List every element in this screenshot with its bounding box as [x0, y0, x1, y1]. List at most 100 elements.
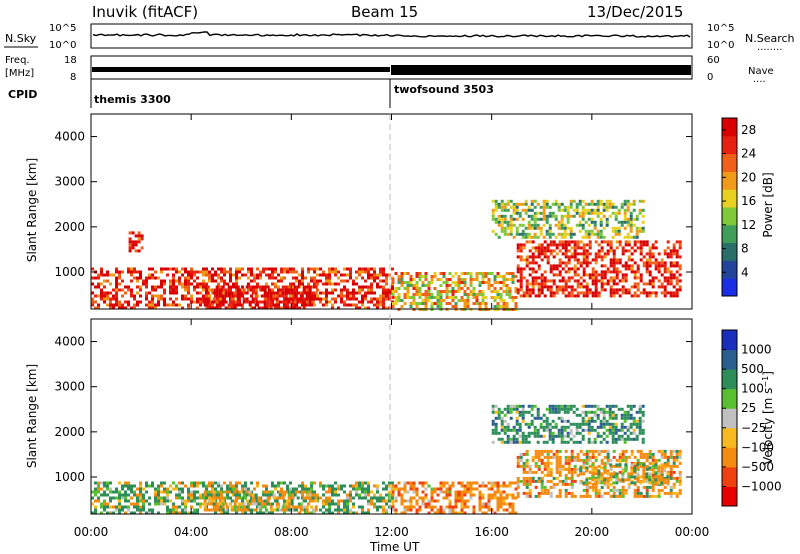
echo-cell	[230, 505, 234, 509]
echo-cell	[263, 291, 267, 295]
echo-cell	[131, 246, 135, 250]
echo-cell	[584, 404, 588, 408]
echo-cell	[415, 272, 419, 275]
echo-cell	[554, 434, 558, 438]
echo-cell	[512, 217, 516, 221]
echo-cell	[546, 449, 550, 453]
echo-cell	[487, 278, 491, 281]
echo-cell	[343, 294, 346, 298]
echo-cell	[599, 217, 603, 221]
echo-cell	[642, 255, 646, 259]
echo-cell	[475, 296, 479, 299]
echo-cell	[527, 223, 531, 227]
echo-cell	[308, 294, 312, 298]
echo-cell	[493, 278, 497, 281]
echo-cell	[572, 404, 576, 408]
echo-cell	[256, 484, 259, 488]
echo-cell	[582, 258, 586, 262]
echo-cell	[497, 214, 501, 218]
echo-cell	[233, 505, 237, 509]
echo-cell	[203, 297, 207, 301]
echo-cell	[543, 252, 547, 256]
echo-cell	[542, 428, 546, 432]
echo-cell	[130, 294, 133, 298]
echo-cell	[654, 463, 658, 467]
echo-cell	[433, 287, 437, 290]
echo-cell	[521, 223, 525, 227]
echo-cell	[218, 303, 222, 307]
echo-cell	[223, 273, 226, 277]
echo-cell	[487, 487, 491, 491]
echo-cell	[519, 276, 523, 280]
echo-cell	[148, 502, 151, 506]
echo-cell	[635, 229, 639, 233]
echo-cell	[606, 249, 610, 253]
echo-cell	[277, 288, 280, 292]
echo-cell	[554, 422, 558, 426]
echo-cell	[257, 306, 261, 310]
echo-cell	[184, 499, 187, 503]
echo-cell	[600, 288, 604, 292]
echo-cell	[301, 487, 304, 491]
echo-cell	[172, 300, 175, 304]
echo-cell	[621, 273, 625, 277]
echo-cell	[358, 484, 361, 488]
echo-cell	[427, 505, 431, 509]
echo-cell	[543, 255, 547, 259]
echo-cell	[569, 437, 573, 441]
echo-cell	[567, 270, 571, 274]
echo-cell	[208, 499, 211, 503]
echo-cell	[537, 458, 541, 462]
echo-cell	[193, 285, 196, 289]
echo-cell	[594, 282, 598, 286]
echo-cell	[118, 273, 121, 277]
echo-cell	[451, 299, 455, 302]
echo-cell	[218, 499, 222, 503]
echo-cell	[528, 476, 532, 480]
echo-cell	[415, 302, 419, 305]
echo-cell	[611, 226, 615, 230]
echo-cell	[305, 294, 309, 298]
echo-cell	[391, 290, 395, 293]
echo-cell	[124, 484, 127, 488]
echo-cell	[531, 479, 535, 483]
echo-cell	[527, 205, 531, 209]
echo-cell	[618, 294, 622, 298]
echo-cell	[540, 276, 544, 280]
echo-cell	[403, 481, 407, 485]
echo-cell	[635, 235, 639, 239]
echo-cell	[382, 288, 385, 292]
echo-cell	[250, 279, 253, 283]
echo-cell	[506, 208, 510, 212]
echo-cell	[654, 267, 658, 271]
echo-cell	[121, 288, 124, 292]
echo-cell	[490, 496, 494, 500]
echo-cell	[524, 199, 528, 203]
sky-trace	[92, 31, 691, 38]
echo-cell	[454, 505, 458, 509]
echo-cell	[521, 232, 525, 236]
echo-cell	[588, 273, 592, 277]
echo-cell	[629, 404, 633, 408]
echo-cell	[427, 499, 431, 503]
echo-cell	[609, 240, 613, 244]
echo-cell	[599, 229, 603, 233]
echo-cell	[660, 463, 664, 467]
echo-cell	[509, 416, 513, 420]
echo-cell	[564, 458, 568, 462]
echo-cell	[415, 275, 419, 278]
echo-cell	[524, 232, 528, 236]
echo-cell	[184, 282, 187, 286]
echo-cell	[531, 246, 535, 250]
echo-cell	[582, 458, 586, 462]
echo-cell	[212, 496, 216, 500]
echo-cell	[626, 199, 630, 203]
echo-cell	[621, 285, 625, 289]
echo-cell	[585, 264, 589, 268]
echo-cell	[515, 232, 519, 236]
echo-cell	[632, 235, 636, 239]
echo-cell	[566, 410, 570, 414]
echo-cell	[508, 272, 512, 275]
echo-cell	[617, 229, 621, 233]
